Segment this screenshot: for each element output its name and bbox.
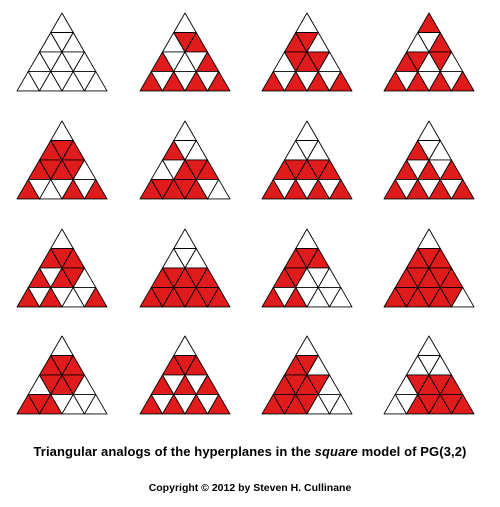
cell-empty — [50, 228, 74, 249]
cell-filled — [451, 179, 475, 200]
cell-filled — [329, 71, 353, 92]
cell-filled — [84, 179, 108, 200]
cell-filled — [207, 287, 231, 308]
hyperplane-triangle-9 — [16, 228, 108, 308]
hyperplane-triangle-11 — [261, 228, 353, 308]
cell-filled — [451, 71, 475, 92]
cell-filled — [84, 287, 108, 308]
cell-empty — [295, 335, 319, 356]
cell-empty — [173, 335, 197, 356]
hyperplane-triangle-4 — [383, 12, 475, 92]
cell-empty — [50, 120, 74, 141]
cell-filled — [417, 12, 441, 33]
cell-empty — [173, 12, 197, 33]
cell-filled — [451, 394, 475, 415]
cell-empty — [84, 394, 108, 415]
hyperplane-triangle-15 — [261, 335, 353, 415]
hyperplane-triangle-8 — [383, 120, 475, 200]
hyperplane-triangle-5 — [16, 120, 108, 200]
diagram-figure — [16, 12, 475, 415]
cell-filled — [329, 179, 353, 200]
hyperplane-triangle-7 — [261, 120, 353, 200]
cell-empty — [295, 228, 319, 249]
cell-empty — [417, 335, 441, 356]
hyperplane-triangle-12 — [383, 228, 475, 308]
cell-empty — [173, 228, 197, 249]
cell-empty — [50, 12, 74, 33]
cell-filled — [207, 394, 231, 415]
caption-title: Triangular analogs of the hyperplanes in… — [33, 444, 467, 459]
cell-empty — [417, 228, 441, 249]
cell-empty — [84, 71, 108, 92]
cell-empty — [417, 120, 441, 141]
copyright-line: Copyright © 2012 by Steven H. Cullinane — [148, 482, 352, 494]
hyperplane-triangle-10 — [139, 228, 231, 308]
cell-empty — [50, 335, 74, 356]
cell-empty — [451, 287, 475, 308]
cell-empty — [207, 179, 231, 200]
hyperplane-triangle-6 — [139, 120, 231, 200]
cell-empty — [173, 120, 197, 141]
hyperplane-triangle-13 — [16, 335, 108, 415]
cell-empty — [329, 287, 353, 308]
cell-empty — [295, 120, 319, 141]
hyperplane-triangle-3 — [261, 12, 353, 92]
cell-empty — [295, 12, 319, 33]
hyperplane-triangle-2 — [139, 12, 231, 92]
cell-empty — [329, 394, 353, 415]
hyperplane-triangle-16 — [383, 335, 475, 415]
hyperplane-triangle-14 — [139, 335, 231, 415]
hyperplane-triangle-1 — [16, 12, 108, 92]
cell-filled — [207, 71, 231, 92]
